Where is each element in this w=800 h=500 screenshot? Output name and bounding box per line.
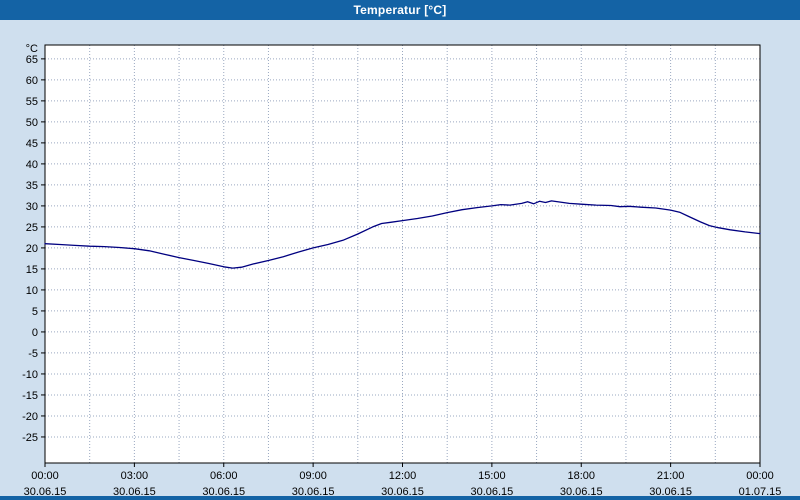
y-axis-tick-label: -5	[28, 348, 38, 360]
y-axis-tick-label: -10	[22, 369, 38, 381]
x-axis-time-label: 06:00	[210, 470, 238, 482]
x-axis-time-label: 18:00	[567, 470, 595, 482]
y-axis-tick-label: 15	[26, 264, 38, 276]
y-axis-tick-label: -20	[22, 411, 38, 423]
x-axis-date-label: 30.06.15	[24, 486, 67, 496]
temperature-line-chart: 65605550454035302520151050-5-10-15-20-25…	[22, 43, 781, 496]
y-axis-tick-label: 60	[26, 75, 38, 87]
y-axis-tick-label: 0	[32, 327, 38, 339]
chart-area: 65 60 55 50 45 40 35 30 25 20 15 10 5 0 -5 -10 -15 -20 -25…	[0, 20, 800, 496]
window-title: Temperatur [°C]	[353, 3, 447, 17]
temperature-series-line	[44, 200, 761, 269]
x-axis-time-label: 03:00	[121, 470, 149, 482]
y-axis-tick-label: 45	[26, 138, 38, 150]
x-axis-date-label: 30.06.15	[381, 486, 424, 496]
gridlines	[45, 45, 760, 463]
y-axis-unit-label: °C	[26, 43, 38, 55]
x-axis-time-label: 00:00	[31, 470, 59, 482]
x-axis-date-label: 01.07.15	[739, 486, 782, 496]
x-axis-date-label: 30.06.15	[113, 486, 156, 496]
window-titlebar: Temperatur [°C]	[0, 0, 800, 20]
x-axis-date-label: 30.06.15	[292, 486, 335, 496]
y-axis-tick-label: 20	[26, 243, 38, 255]
x-axis-time-label: 00:00	[746, 470, 774, 482]
y-axis-tick-label: 25	[26, 222, 38, 234]
y-axis-tick-label: 35	[26, 180, 38, 192]
x-axis-date-label: 30.06.15	[202, 486, 245, 496]
y-axis-tick-label: 55	[26, 96, 38, 108]
x-axis-date-label: 30.06.15	[470, 486, 513, 496]
x-axis-date-label: 30.06.15	[560, 486, 603, 496]
x-axis-date-label: 30.06.15	[649, 486, 692, 496]
y-axis-tick-label: 10	[26, 285, 38, 297]
plot-background	[45, 45, 760, 463]
y-axis-tick-label: 50	[26, 117, 38, 129]
x-axis-time-label: 12:00	[389, 470, 417, 482]
x-axis-time-label: 09:00	[299, 470, 327, 482]
y-axis-tick-label: 30	[26, 201, 38, 213]
y-axis-tick-label: -25	[22, 432, 38, 444]
plot-border	[44, 44, 761, 464]
x-axis-time-label: 21:00	[657, 470, 685, 482]
window-bottom-border	[0, 496, 800, 500]
y-axis-tick-label: -15	[22, 390, 38, 402]
y-axis-tick-label: 40	[26, 159, 38, 171]
x-axis-time-label: 15:00	[478, 470, 506, 482]
y-axis-tick-label: 65	[26, 54, 38, 66]
axes: 65605550454035302520151050-5-10-15-20-25…	[22, 43, 781, 496]
y-axis-tick-label: 5	[32, 306, 38, 318]
